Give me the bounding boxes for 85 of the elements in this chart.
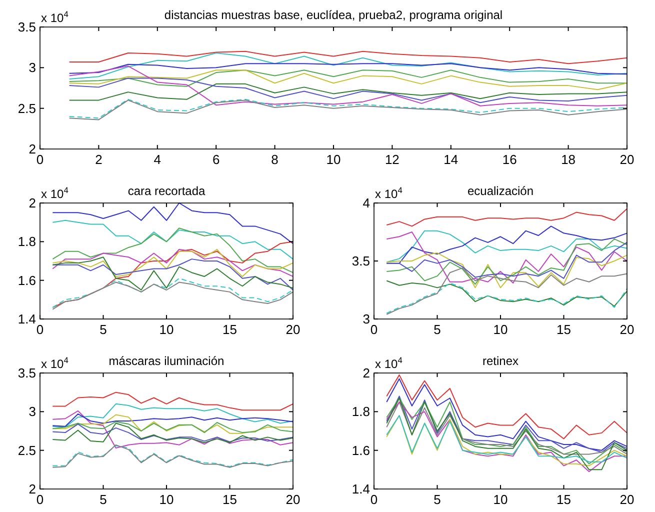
x-tick-label: 10	[326, 152, 341, 167]
line-series	[68, 70, 628, 87]
line-series	[68, 50, 628, 64]
line-series	[386, 252, 628, 288]
y-tick-label: 2.5	[18, 100, 36, 116]
x-tick-label: 5	[434, 492, 441, 507]
x-tick-label: 12	[384, 152, 400, 167]
x-tick-label: 8	[271, 152, 278, 167]
line-series	[386, 208, 628, 227]
x-tick-label: 16	[502, 152, 517, 167]
line-series	[68, 63, 628, 75]
y-tick-label: 3.5	[18, 20, 36, 35]
y-tick-label: 1.8	[352, 404, 370, 420]
x-tick-label: 20	[286, 492, 300, 507]
x-tick-label: 14	[444, 152, 458, 167]
text: x 10$^{4}$	[375, 355, 403, 371]
x-tick-label: 0	[370, 322, 378, 337]
line-series	[386, 378, 628, 451]
y-tick-label: 3.5	[18, 366, 36, 381]
text: x 10$^{4}$	[41, 355, 69, 371]
y-tick-label: 3.5	[352, 254, 370, 269]
text: x 10$^{4}$	[41, 9, 69, 25]
x-tick-label: 10	[493, 492, 508, 507]
line-series	[386, 280, 628, 307]
line-series	[68, 66, 628, 106]
chart-title: máscaras iluminación	[108, 354, 224, 368]
line-series	[52, 421, 294, 434]
y-tick-label: 4	[362, 196, 370, 211]
y-tick-label: 1.8	[18, 234, 36, 250]
x-tick-label: 20	[620, 492, 634, 507]
y-tick-label: 2	[362, 366, 370, 381]
x-tick-label: 5	[100, 322, 107, 337]
line-series	[52, 413, 294, 427]
line-series	[386, 267, 628, 315]
x-tick-label: 10	[493, 322, 508, 337]
x-tick-label: 20	[286, 322, 300, 337]
x-tick-label: 15	[556, 322, 571, 337]
line-series	[52, 220, 294, 260]
line-series	[68, 52, 628, 80]
y-tick-label: 1.6	[18, 272, 36, 288]
y-tick-label: 3	[28, 404, 36, 420]
x-tick-label: 15	[222, 492, 237, 507]
text: x 10$^{4}$	[375, 185, 403, 201]
x-tick-label: 4	[154, 152, 162, 167]
x-tick-label: 15	[222, 322, 237, 337]
y-tick-label: 1.4	[352, 482, 370, 497]
line-series	[386, 374, 628, 440]
x-tick-label: 0	[370, 492, 378, 507]
x-tick-label: 15	[556, 492, 571, 507]
line-series	[52, 228, 294, 274]
x-tick-label: 18	[561, 152, 576, 167]
y-tick-label: 2.5	[18, 442, 36, 458]
x-tick-label: 0	[36, 152, 44, 167]
x-tick-label: 5	[100, 492, 107, 507]
y-tick-label: 2	[28, 142, 36, 157]
line-series	[52, 392, 294, 411]
x-tick-label: 20	[620, 322, 634, 337]
x-tick-label: 6	[212, 152, 220, 167]
line-series	[68, 78, 628, 104]
y-tick-label: 2	[28, 196, 36, 211]
y-tick-label: 2	[28, 482, 36, 497]
line-series	[52, 410, 294, 449]
y-tick-label: 3	[362, 312, 370, 327]
x-tick-label: 20	[620, 152, 634, 167]
chart-title: cara recortada	[128, 184, 206, 198]
x-tick-label: 0	[36, 492, 44, 507]
y-tick-label: 1.6	[352, 442, 370, 458]
line-series	[52, 248, 294, 277]
line-series	[386, 282, 628, 314]
line-series	[52, 202, 294, 244]
x-tick-label: 5	[434, 322, 441, 337]
y-tick-label: 1.4	[18, 312, 36, 327]
line-series	[68, 83, 628, 101]
chart-title: retinex	[482, 354, 519, 368]
line-series	[68, 70, 628, 90]
x-tick-label: 0	[36, 322, 44, 337]
line-series	[52, 403, 294, 428]
x-tick-label: 10	[159, 492, 174, 507]
y-tick-label: 3	[28, 60, 36, 76]
x-tick-label: 10	[159, 322, 174, 337]
x-tick-label: 2	[95, 152, 102, 167]
chart-title: ecualización	[467, 184, 534, 198]
text: x 10$^{4}$	[41, 185, 69, 201]
chart-title: distancias muestras base, euclídea, prueba2, programa original	[164, 8, 503, 22]
line-series	[386, 242, 628, 279]
